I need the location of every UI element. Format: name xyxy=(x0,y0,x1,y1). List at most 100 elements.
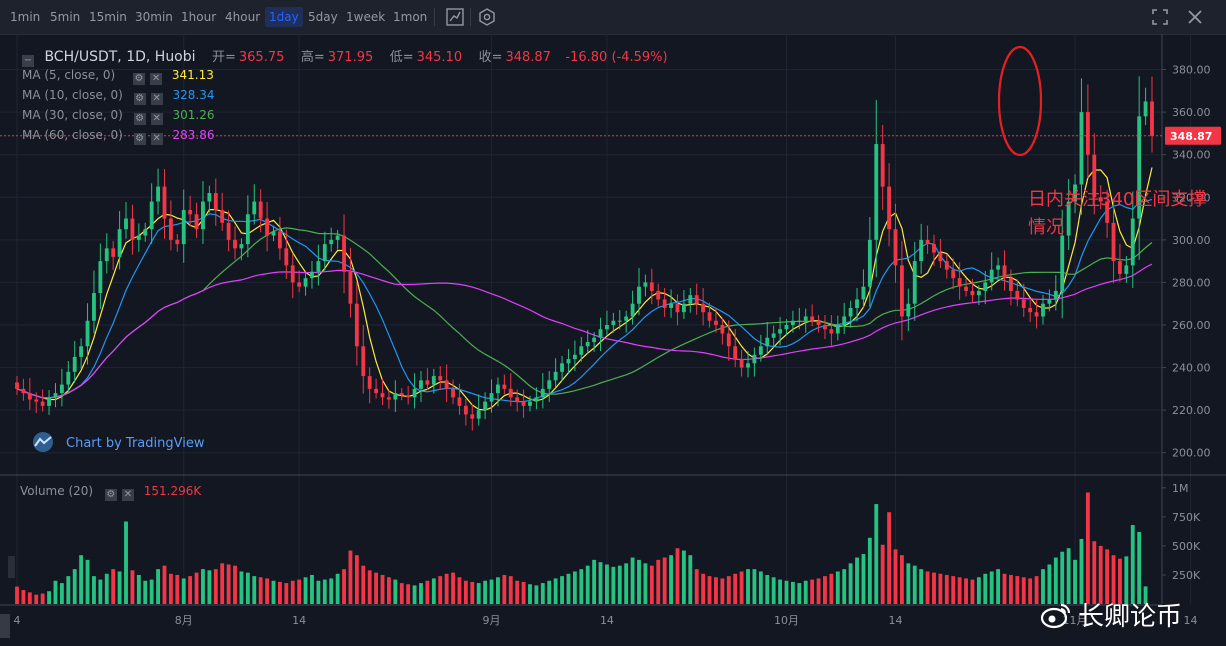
candle xyxy=(258,189,263,233)
candle xyxy=(1079,78,1084,215)
candle xyxy=(835,315,840,341)
candle-body xyxy=(463,405,468,415)
volume-bar xyxy=(233,565,237,604)
candle xyxy=(348,247,353,318)
price-chart[interactable]: 200.00 220.00 240.00 260.00 280.00 300.00 320.… xyxy=(0,34,1226,646)
candle-body xyxy=(496,384,500,394)
volume-bar xyxy=(778,579,783,604)
candle xyxy=(547,370,552,403)
timeframe-15min[interactable]: 15min xyxy=(89,10,127,24)
volume-remove-icon[interactable]: ✕ xyxy=(121,489,134,501)
candle-body xyxy=(720,324,725,334)
candle-body xyxy=(637,286,641,304)
indicator-settings-icon[interactable]: ⚙ xyxy=(133,113,146,125)
candle xyxy=(906,288,911,331)
scroll-bottom-handle[interactable] xyxy=(0,614,10,638)
volume-bar xyxy=(124,521,128,604)
volume-bar xyxy=(758,571,763,604)
candle-body xyxy=(912,261,917,304)
indicator-remove-icon[interactable]: ✕ xyxy=(150,73,163,85)
collapse-icon[interactable]: − xyxy=(22,55,34,67)
candle xyxy=(611,312,616,333)
candle xyxy=(989,252,994,291)
candle-body xyxy=(476,410,481,419)
volume-bar xyxy=(277,581,282,604)
timeframe-4hour[interactable]: 4hour xyxy=(225,10,261,24)
candle xyxy=(912,241,917,321)
timeframe-1hour[interactable]: 1hour xyxy=(181,10,217,24)
tradingview-watermark[interactable]: Chart by TradingView xyxy=(30,432,204,452)
volume-bar xyxy=(92,576,96,604)
timeframe-1mon[interactable]: 1mon xyxy=(393,10,428,24)
candle-body xyxy=(726,333,731,347)
candle xyxy=(752,347,757,377)
volume-bar xyxy=(611,566,616,604)
indicator-settings-icon[interactable]: ⚙ xyxy=(133,93,146,105)
candle-body xyxy=(784,324,789,330)
indicator-remove-icon[interactable]: ✕ xyxy=(150,93,163,105)
price-tick-label: 360.00 xyxy=(1172,106,1211,119)
timeframe-30min[interactable]: 30min xyxy=(135,10,173,24)
volume-bar xyxy=(213,569,218,604)
candle xyxy=(1041,294,1045,325)
open-value: 365.75 xyxy=(238,50,285,65)
candle xyxy=(508,373,513,407)
last-price-label: 348.87 xyxy=(1170,130,1212,143)
timeframe-5min[interactable]: 5min xyxy=(50,10,81,24)
indicator-remove-icon[interactable]: ✕ xyxy=(150,113,163,125)
indicator-value: 283.86 xyxy=(172,128,215,142)
volume-bar xyxy=(1111,555,1116,604)
candle xyxy=(361,325,366,394)
fullscreen-icon[interactable] xyxy=(1151,8,1169,26)
candle-body xyxy=(1034,312,1039,317)
candle-body xyxy=(130,218,135,240)
volume-bar xyxy=(1002,573,1007,604)
indicator-remove-icon[interactable]: ✕ xyxy=(150,133,163,145)
timeframe-1day[interactable]: 1day xyxy=(265,7,303,27)
candle xyxy=(59,368,64,407)
indicator-ma60: MA (60, close, 0) ⚙ ✕ 283.86 xyxy=(22,128,214,145)
timeframe-1week[interactable]: 1week xyxy=(346,10,386,24)
volume-bar xyxy=(707,576,712,604)
indicator-ma30: MA (30, close, 0) ⚙ ✕ 301.26 xyxy=(22,108,214,125)
volume-bar xyxy=(912,565,917,604)
price-axis: 200.00 220.00 240.00 260.00 280.00 300.00 320.… xyxy=(1162,64,1211,460)
volume-settings-icon[interactable]: ⚙ xyxy=(104,489,117,501)
candle xyxy=(431,368,436,394)
close-icon[interactable] xyxy=(1186,8,1204,26)
candle xyxy=(643,274,648,297)
indicator-settings-icon[interactable]: ⚙ xyxy=(133,73,146,85)
indicator-settings-icon[interactable]: ⚙ xyxy=(133,133,146,145)
volume-bar xyxy=(521,581,526,604)
volume-bar xyxy=(720,578,725,604)
candle xyxy=(496,377,500,407)
volume-bar xyxy=(329,578,334,604)
candle-body xyxy=(1085,112,1090,155)
ma-line xyxy=(16,167,1153,411)
candle xyxy=(322,231,327,271)
indicator-label: MA (60, close, 0) xyxy=(22,128,123,142)
candle-body xyxy=(598,329,603,338)
price-tick-label: 240.00 xyxy=(1172,362,1211,375)
candle-body xyxy=(335,235,340,240)
candle xyxy=(444,364,449,403)
volume-bar xyxy=(393,579,398,604)
indicator-icon[interactable] xyxy=(446,8,464,26)
timeframe-5day[interactable]: 5day xyxy=(308,10,338,24)
annotation-ellipse xyxy=(997,45,1043,157)
candle xyxy=(707,302,712,328)
candle xyxy=(810,304,815,327)
candle-body xyxy=(880,144,885,187)
candle-body xyxy=(758,346,763,355)
scroll-left-handle[interactable] xyxy=(8,556,15,578)
weibo-watermark: 长卿论币 xyxy=(1040,596,1182,633)
candle xyxy=(637,267,641,316)
candle xyxy=(1130,191,1135,288)
toolbar-separator xyxy=(470,8,471,26)
candle-body xyxy=(316,261,321,272)
settings-icon[interactable] xyxy=(478,8,496,26)
candle-body xyxy=(348,271,353,304)
timeframe-1min[interactable]: 1min xyxy=(10,10,41,24)
indicator-value: 301.26 xyxy=(172,108,215,122)
volume-bar xyxy=(297,579,302,604)
